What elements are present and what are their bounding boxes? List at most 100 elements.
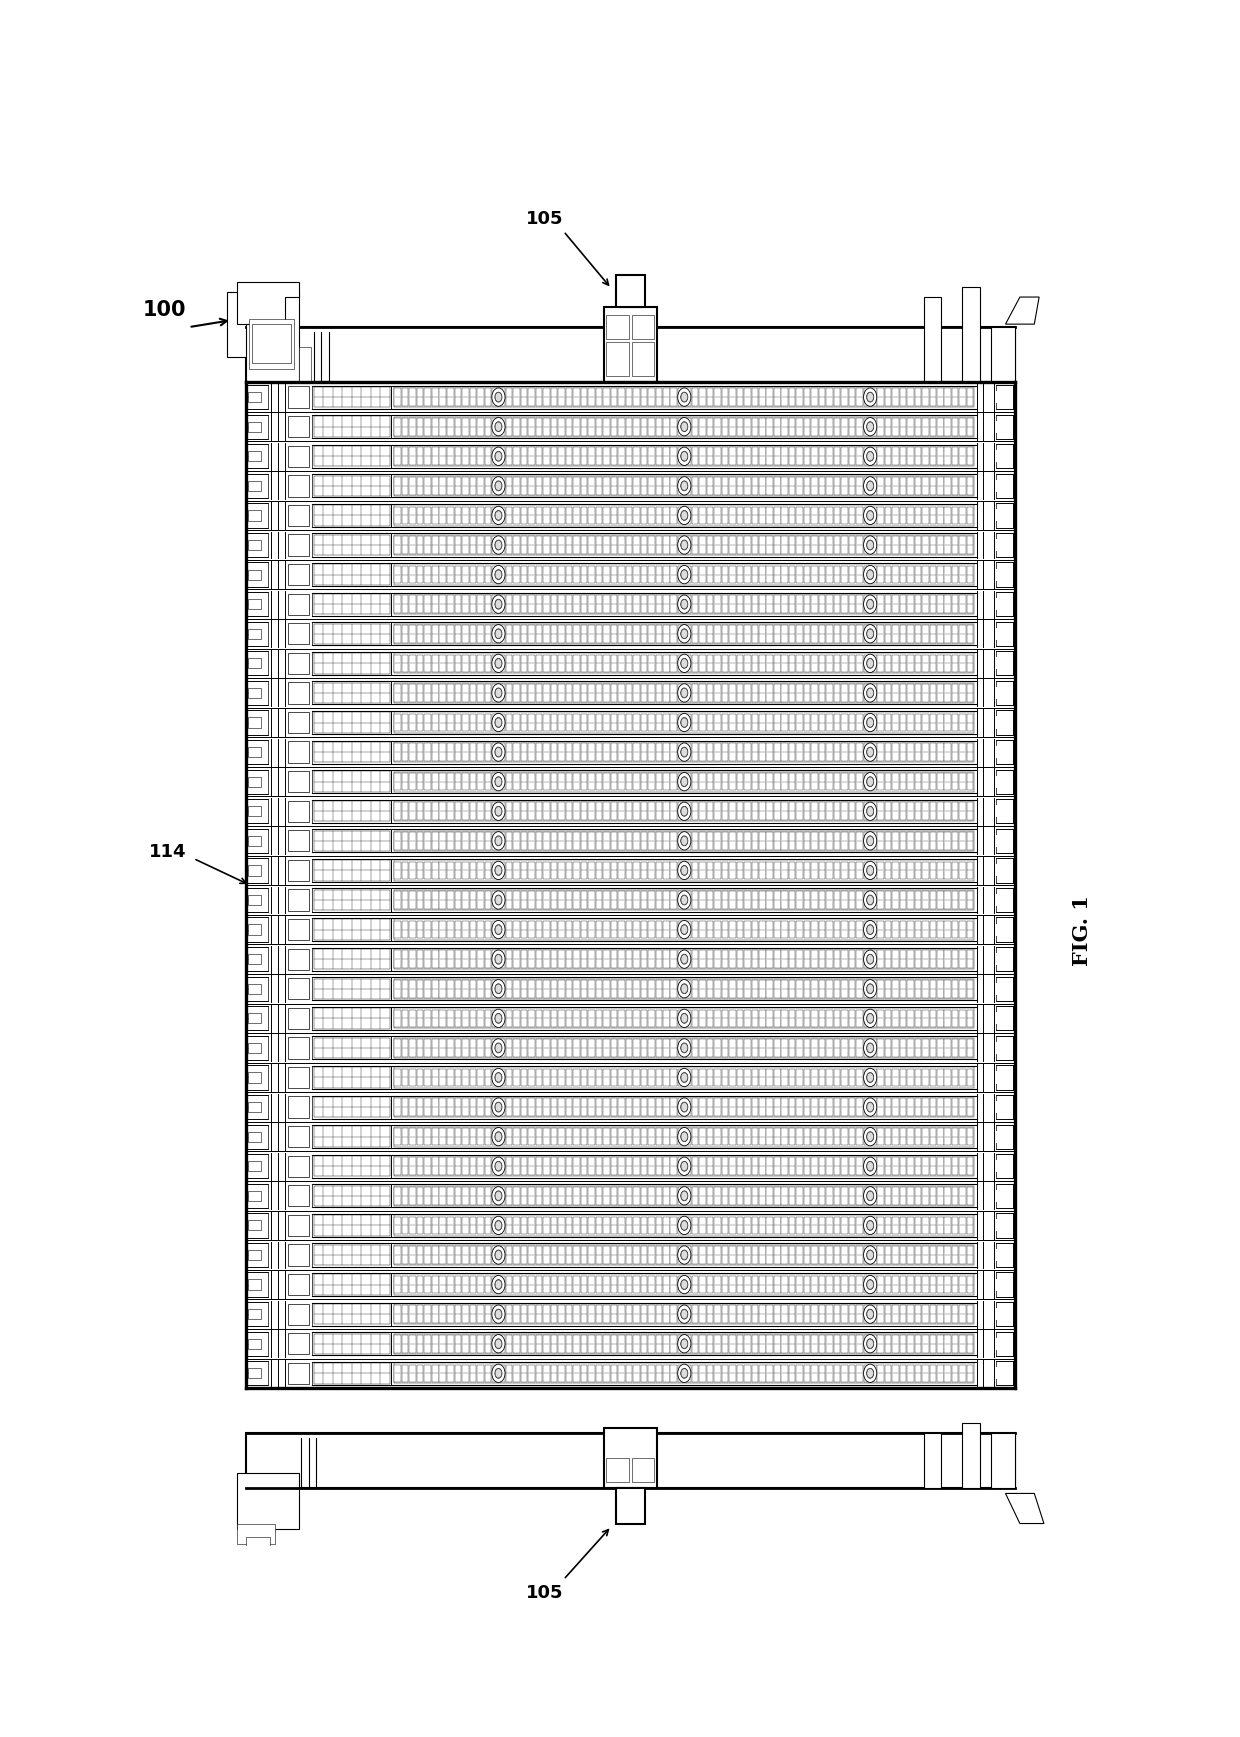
Circle shape	[867, 1192, 874, 1200]
Bar	[506, 1304, 512, 1324]
Bar	[551, 507, 557, 525]
Circle shape	[681, 954, 688, 964]
Bar	[455, 448, 461, 466]
Bar	[558, 389, 564, 406]
Bar	[818, 802, 826, 820]
Bar	[699, 832, 706, 849]
Bar	[417, 980, 424, 997]
Bar	[543, 1216, 549, 1235]
Bar	[996, 686, 1007, 698]
Bar	[857, 1336, 863, 1353]
Bar	[789, 891, 796, 908]
Bar	[811, 1186, 818, 1205]
Bar	[536, 1365, 542, 1383]
Bar	[580, 1216, 588, 1235]
Bar	[311, 474, 977, 497]
Bar	[937, 891, 944, 908]
Bar	[849, 1304, 856, 1324]
Bar	[751, 862, 758, 879]
Bar	[254, 1013, 268, 1025]
Bar	[900, 419, 906, 436]
Bar	[247, 1034, 1016, 1063]
Bar	[908, 389, 914, 406]
Bar	[774, 980, 780, 997]
Bar	[565, 1186, 572, 1205]
Circle shape	[495, 717, 502, 728]
Bar	[952, 625, 959, 643]
Bar	[432, 389, 439, 406]
Bar	[804, 684, 811, 702]
Bar	[247, 1299, 1016, 1329]
Bar	[603, 537, 610, 554]
Bar	[952, 950, 959, 968]
Bar	[996, 627, 1007, 639]
Bar	[492, 507, 505, 525]
Bar	[470, 950, 476, 968]
Bar	[536, 1127, 542, 1145]
Bar	[930, 950, 936, 968]
Bar	[394, 832, 401, 849]
Bar	[915, 862, 921, 879]
Bar	[796, 832, 804, 849]
Bar	[678, 389, 691, 406]
Bar	[649, 1275, 655, 1294]
Bar	[513, 1039, 520, 1056]
Bar	[766, 1186, 773, 1205]
Bar	[288, 683, 309, 703]
Bar	[924, 1433, 941, 1489]
Circle shape	[495, 895, 502, 905]
Bar	[722, 832, 728, 849]
Bar	[692, 891, 698, 908]
Bar	[663, 773, 670, 790]
Bar	[247, 386, 268, 410]
Bar	[477, 1216, 484, 1235]
Bar	[528, 891, 534, 908]
Bar	[789, 802, 796, 820]
Bar	[288, 1096, 309, 1117]
Bar	[937, 802, 944, 820]
Bar	[439, 1245, 446, 1265]
Bar	[513, 419, 520, 436]
Bar	[521, 478, 527, 495]
Bar	[923, 419, 929, 436]
Bar	[878, 419, 884, 436]
Circle shape	[681, 1013, 688, 1023]
Bar	[314, 1037, 391, 1058]
Bar	[915, 1365, 921, 1383]
Bar	[439, 1098, 446, 1115]
Bar	[565, 773, 572, 790]
Bar	[811, 1336, 818, 1353]
Bar	[506, 1068, 512, 1086]
Bar	[455, 1365, 461, 1383]
Bar	[402, 566, 408, 584]
Circle shape	[681, 717, 688, 728]
Bar	[603, 625, 610, 643]
Bar	[477, 566, 484, 584]
Bar	[967, 684, 973, 702]
Bar	[394, 1275, 401, 1294]
Bar	[923, 1336, 929, 1353]
Bar	[463, 1039, 469, 1056]
Bar	[311, 888, 977, 912]
Bar	[649, 921, 655, 938]
Bar	[885, 684, 892, 702]
Bar	[492, 950, 505, 968]
Bar	[506, 891, 512, 908]
Bar	[485, 389, 491, 406]
Bar	[722, 478, 728, 495]
Bar	[996, 835, 1007, 848]
Circle shape	[867, 393, 874, 403]
Bar	[247, 1063, 1016, 1093]
Bar	[610, 625, 618, 643]
Bar	[528, 1127, 534, 1145]
Bar	[737, 950, 743, 968]
Bar	[707, 1304, 713, 1324]
Bar	[485, 419, 491, 436]
Bar	[663, 891, 670, 908]
Bar	[394, 801, 973, 822]
Bar	[424, 537, 432, 554]
Bar	[247, 1004, 1016, 1034]
Bar	[789, 1365, 796, 1383]
Bar	[417, 832, 424, 849]
Bar	[952, 714, 959, 731]
